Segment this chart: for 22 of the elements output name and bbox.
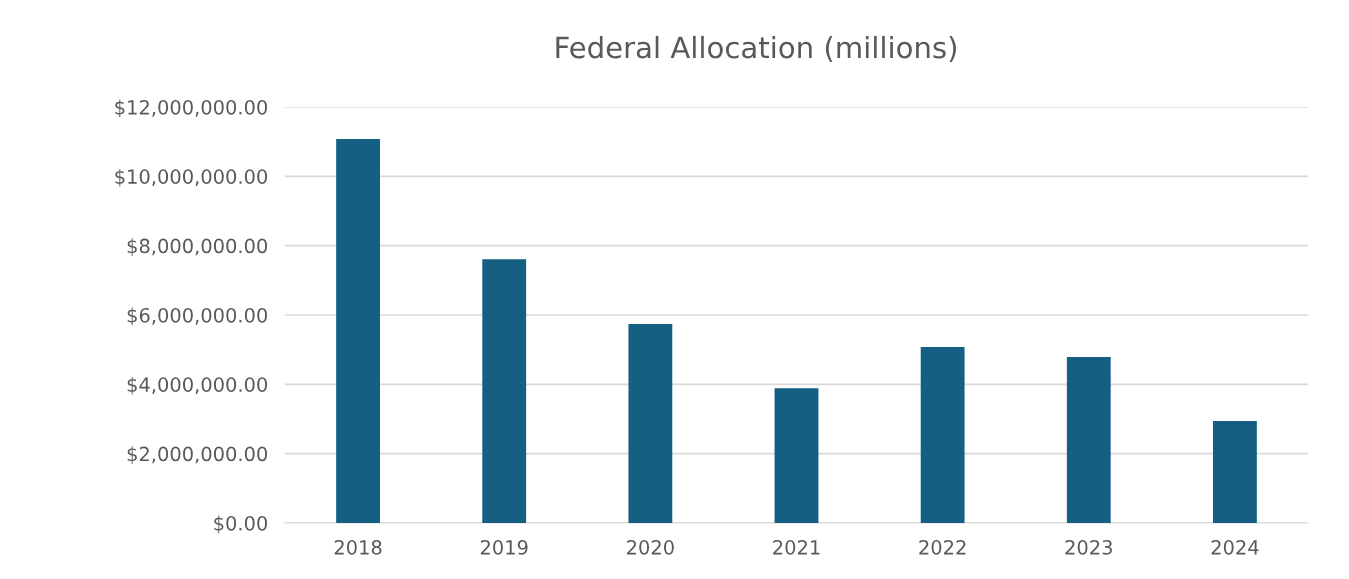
x-tick-label: 2019 (480, 540, 528, 555)
x-tick-label: 2023 (1065, 540, 1112, 555)
bar (1066, 356, 1111, 523)
bar (482, 259, 527, 523)
bar (920, 346, 965, 523)
y-tick-label: $8,000,000.00 (127, 238, 268, 256)
y-tick-label: $0.00 (214, 515, 268, 534)
bar (336, 138, 380, 523)
y-tick-label: $4,000,000.00 (127, 376, 268, 395)
bar (628, 324, 673, 523)
y-tick-label: $12,000,000.00 (115, 99, 268, 118)
x-tick-label: 2018 (334, 540, 382, 555)
x-tick-label: 2024 (1211, 540, 1259, 555)
y-tick-label: $6,000,000.00 (127, 307, 268, 326)
chart-title: Federal Allocation (millions) (556, 35, 957, 62)
x-tick-label: 2020 (627, 540, 674, 555)
y-tick-label: $2,000,000.00 (127, 446, 268, 464)
bar (1213, 421, 1257, 523)
y-tick-label: $10,000,000.00 (115, 168, 268, 187)
x-tick-label: 2022 (919, 540, 966, 555)
bar (774, 388, 819, 523)
x-tick-label: 2021 (773, 540, 820, 555)
